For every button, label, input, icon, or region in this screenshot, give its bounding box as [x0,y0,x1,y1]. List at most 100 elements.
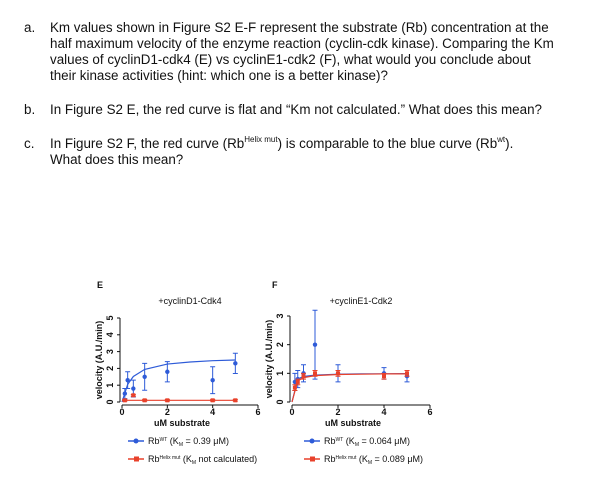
data-point [312,342,318,347]
x-tick-label: 2 [335,407,340,417]
fit-curve [291,373,407,403]
legend-label: RbHelix mut (KM = 0.089 μM) [324,454,423,466]
legend-text-run: (K [356,454,368,464]
x-axis-label: uM substrate [154,418,210,428]
text-run: In Figure S2 E, the red curve is flat an… [50,102,542,117]
legend-text-run: Rb [324,436,336,446]
legend-label: RbHelix mut (KM not calculated) [148,454,257,466]
question-list: a. Km values shown in Figure S2 E-F repre… [24,20,609,186]
legend-text-run: = 0.064 μM) [359,436,410,446]
data-point [210,377,215,383]
x-tick-label: 6 [427,407,432,417]
legend-text-run: Rb [324,454,336,464]
legend-marker [134,456,139,462]
panel-title: +cyclinD1-Cdk4 [158,296,221,306]
legend-text-run: M [355,442,359,448]
y-tick-label: 3 [105,349,115,354]
data-point [122,391,128,396]
y-tick-label: 5 [105,315,115,320]
legend-label: RbWT (KM = 0.064 μM) [324,436,410,448]
data-point [233,398,238,403]
text-line: In Figure S2 F, the red curve (RbHelix m… [50,136,513,152]
data-point [142,374,147,379]
text-run: In Figure S2 F, the red curve (Rb [50,136,245,151]
y-axis-label: velocity (A.U./min) [264,320,274,399]
y-tick-label: 2 [275,342,285,347]
y-tick-label: 3 [275,313,285,318]
panel: F +cyclinE1-Cdk2 uM substrate velocity (A.U… [264,280,433,466]
x-tick-label: 0 [119,407,124,417]
legend-text-run: not calculated) [196,454,257,464]
question-text: Km values shown in Figure S2 E-F represe… [50,20,554,84]
y-tick-label: 4 [105,332,115,337]
data-point [301,374,306,379]
data-point [336,371,340,376]
fit-curve [291,373,408,403]
fit-curve [121,359,236,403]
legend-text-run: Helix mut [336,455,357,461]
x-tick-label: 4 [210,407,215,417]
data-point [165,398,170,403]
y-tick-label: 0 [275,399,285,404]
legend-text-run: M [179,442,183,448]
data-point [131,386,136,391]
legend-text-run: M [192,460,196,466]
legend-text-run: (K [343,436,355,446]
question-text: In Figure S2 F, the red curve (RbHelix m… [50,136,513,168]
text-run: half maximum velocity of the enzyme reac… [50,36,554,51]
text-run: ). [505,136,514,151]
legend-text-run: WT [336,437,344,443]
text-run: ) is comparable to the blue curve (Rb [277,136,498,151]
panel: E +cyclinD1-Cdk4 uM substrate velocity (A.U… [94,280,261,466]
text-run: values of cyclinD1-cdk4 (E) vs cyclinE1-… [50,52,531,67]
question-letter: b. [24,102,36,117]
text-line: their kinase activities (hint: which one… [50,68,554,84]
legend-text-run: (K [180,454,192,464]
question: c. In Figure S2 F, the red curve (RbHelix… [24,136,609,168]
panel-letter: F [272,280,278,290]
x-tick-label: 0 [289,407,294,417]
data-point [382,374,386,379]
y-tick-label: 1 [275,371,285,376]
legend-text-run: Helix mut [160,455,181,461]
panel-title: +cyclinE1-Cdk2 [330,296,393,306]
x-tick-label: 2 [165,407,170,417]
legend-marker [133,438,139,444]
question-letter: a. [24,20,36,35]
data-point [405,371,409,376]
data-point [292,385,297,390]
text-line: Km values shown in Figure S2 E-F represe… [50,20,554,36]
data-point [125,377,130,383]
text-run: wt [497,135,506,144]
text-run: Helix mut [244,135,278,144]
question-text: In Figure S2 E, the red curve is flat an… [50,102,542,118]
legend-text-run: Rb [148,454,160,464]
question: b. In Figure S2 E, the red curve is flat … [24,102,609,118]
x-axis-label: uM substrate [325,418,381,428]
legend-text-run: Rb [148,436,160,446]
text-run: their kinase activities (hint: which one… [50,68,388,83]
data-point [313,371,317,376]
x-tick-label: 6 [255,407,260,417]
question-letter: c. [24,136,35,151]
y-tick-label: 0 [105,399,115,404]
legend-text-run: WT [160,437,168,443]
text-run: Km values shown in Figure S2 E-F represe… [50,20,549,35]
text-run: What does this mean? [50,152,184,167]
data-point [295,379,300,384]
y-tick-label: 1 [105,383,115,388]
text-line: In Figure S2 E, the red curve is flat an… [50,102,542,118]
legend-marker [310,456,315,462]
y-axis-label: velocity (A.U./min) [94,321,104,400]
legend-text-run: M [368,460,372,466]
legend-text-run: (K [167,436,179,446]
text-line: What does this mean? [50,152,513,168]
panel-letter: E [97,280,103,290]
data-point [165,369,170,374]
legend-marker [309,438,315,444]
data-point [122,398,127,403]
y-tick-label: 2 [105,366,115,371]
data-point [142,398,147,403]
